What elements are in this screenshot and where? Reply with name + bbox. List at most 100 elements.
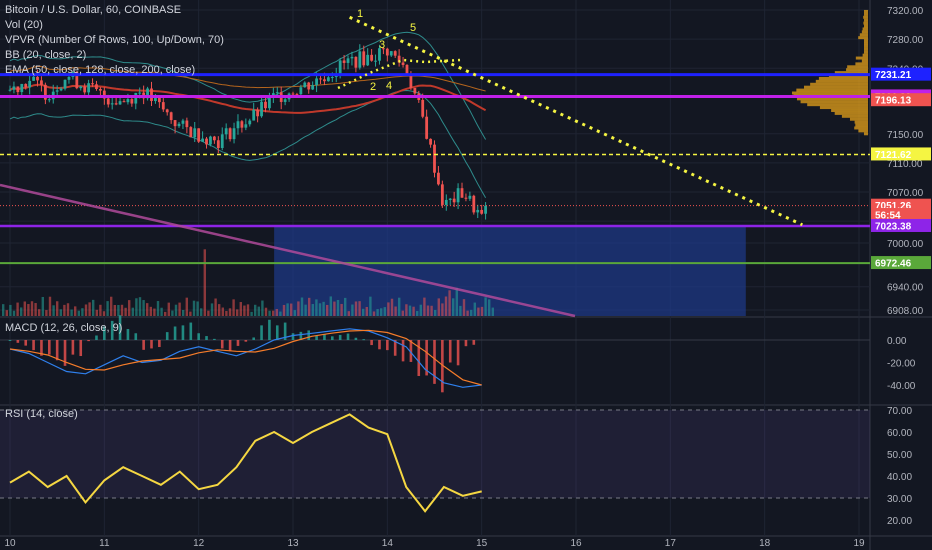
macd-histogram-bar (401, 340, 405, 362)
vol-indicator-label[interactable]: Vol (20) (5, 19, 43, 31)
volume-bar (16, 302, 19, 316)
candle-body (283, 99, 287, 102)
vpvr-bar (858, 36, 868, 40)
volume-bar (336, 299, 340, 316)
candle-body (433, 144, 436, 173)
volume-bar (192, 300, 196, 316)
volume-bar (347, 311, 350, 316)
volume-bar (102, 311, 106, 316)
macd-histogram-bar (213, 338, 216, 340)
volume-bar (120, 304, 124, 316)
volume-bar (250, 311, 253, 316)
macd-histogram-bar (24, 340, 28, 346)
macd-histogram-bar (134, 333, 138, 340)
volume-bar (282, 304, 286, 316)
candle-body (28, 80, 32, 88)
price-badge (871, 256, 931, 270)
vpvr-bar (791, 91, 868, 95)
volume-bar (174, 304, 178, 316)
volume-bar (423, 297, 426, 316)
volume-bar (185, 297, 188, 316)
macd-histogram-bar (464, 340, 468, 347)
volume-bar (380, 308, 383, 316)
candle-body (209, 136, 212, 145)
volume-bar (297, 301, 300, 316)
yellow-dotted-trendline (348, 15, 804, 227)
candle-body (67, 76, 71, 80)
volume-bar (218, 304, 221, 316)
macd-histogram-bar (338, 334, 342, 340)
volume-bar (311, 304, 314, 316)
candle-body (16, 86, 20, 93)
volume-bar (333, 301, 336, 316)
macd-histogram-bar (142, 340, 145, 350)
macd-histogram-bar (386, 340, 389, 351)
volume-bar (214, 298, 217, 316)
bb-indicator-label[interactable]: BB (20, close, 2) (5, 49, 87, 61)
volume-bar (74, 306, 77, 316)
ema-indicator-label[interactable]: EMA (50, close, 128, close, 200, close) (5, 64, 196, 76)
symbol-title[interactable]: Bitcoin / U.S. Dollar, 60, COINBASE (5, 4, 182, 16)
vpvr-bar (855, 56, 868, 60)
macd-layer (0, 315, 870, 393)
candle-body (326, 77, 330, 82)
volume-bar (228, 308, 232, 316)
macd-histogram-bar (173, 326, 177, 340)
macd-histogram-bar (441, 340, 444, 393)
volume-bar (318, 303, 322, 316)
volume-bar (66, 303, 70, 316)
candle-body (315, 78, 318, 86)
macd-histogram-bar (181, 325, 185, 340)
rsi-tick-label: 50.00 (887, 450, 912, 461)
volume-bar (358, 301, 361, 316)
rsi-indicator-label[interactable]: RSI (14, close) (5, 408, 78, 420)
macd-histogram-bar (228, 340, 232, 352)
candle-body (181, 120, 185, 124)
volume-bar (293, 310, 296, 316)
volume-bar (398, 297, 401, 316)
vpvr-bar (864, 41, 868, 45)
rsi-tick-label: 60.00 (887, 428, 912, 439)
candle-body (323, 79, 326, 82)
volume-bar (401, 310, 404, 316)
vpvr-indicator-label[interactable]: VPVR (Number Of Rows, 100, Up/Down, 70) (5, 34, 224, 46)
long-trendline (0, 183, 576, 318)
candle-body (126, 99, 130, 103)
macd-histogram-bar (433, 340, 436, 384)
candle-body (358, 51, 362, 68)
candle-body (134, 92, 138, 104)
vpvr-bar (864, 24, 868, 28)
volume-bar (268, 310, 271, 316)
vpvr-bar (858, 129, 868, 133)
vpvr-bar (810, 82, 868, 86)
price-tick-label: 7280.00 (887, 35, 924, 46)
candle-body (99, 88, 102, 91)
vpvr-bar (863, 21, 868, 25)
price-tick-label: 7070.00 (887, 188, 924, 199)
volume-bar (239, 302, 242, 316)
price-badge (871, 208, 931, 221)
volume-bar (351, 304, 354, 316)
macd-histogram-bar (409, 340, 413, 362)
price-badge-label: 7231.21 (875, 70, 912, 81)
volume-bar (372, 311, 376, 316)
volume-bar (383, 307, 386, 316)
macd-indicator-label[interactable]: MACD (12, 26, close, 9) (5, 322, 123, 334)
vpvr-bar (864, 50, 868, 54)
macd-histogram-bar (189, 322, 193, 340)
candle-body (24, 83, 28, 88)
trendlines-layer (0, 15, 804, 318)
candle-body (268, 96, 271, 109)
candle-body (197, 128, 201, 142)
candle-body (370, 54, 374, 61)
volume-bar (124, 307, 127, 316)
candle-body (472, 195, 476, 213)
macd-histogram-bar (197, 333, 200, 340)
macd-histogram-bar (472, 340, 476, 345)
candle-body (295, 94, 299, 96)
volume-bar (2, 304, 5, 316)
volume-bar (340, 303, 343, 316)
candle-body (36, 76, 39, 81)
price-tick-label: 7320.00 (887, 6, 924, 17)
volume-bar (182, 309, 185, 316)
